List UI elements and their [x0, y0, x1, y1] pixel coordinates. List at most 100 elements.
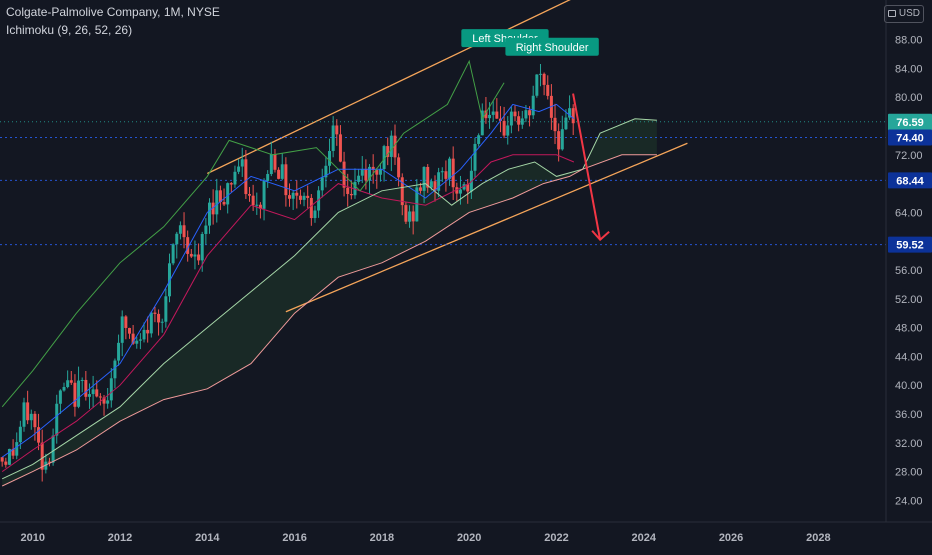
candle-body: [484, 110, 488, 119]
candle-body: [197, 254, 201, 261]
x-tick-label: 2010: [20, 532, 44, 544]
candle-body: [466, 184, 470, 192]
candle-body: [182, 225, 186, 238]
candle-body: [491, 111, 495, 115]
candle-body: [207, 202, 211, 226]
candle-body: [22, 402, 26, 427]
price-label-text: 76.59: [896, 117, 924, 129]
price-label-text: 74.40: [896, 133, 924, 145]
y-tick-label: 40.00: [895, 380, 923, 392]
candle-body: [62, 387, 66, 391]
candle-body: [488, 114, 492, 119]
candle-body: [320, 177, 324, 191]
candle-body: [251, 195, 255, 206]
candle-body: [98, 396, 102, 398]
candle-body: [458, 189, 462, 194]
candle-body: [240, 159, 244, 167]
candle-body: [349, 193, 353, 196]
candle-body: [11, 448, 15, 456]
candle-body: [106, 400, 110, 404]
x-tick-label: 2012: [108, 532, 132, 544]
chart-title[interactable]: Colgate-Palmolive Company, 1M, NYSE: [6, 5, 220, 19]
candle-body: [77, 380, 81, 407]
candle-body: [560, 129, 564, 150]
price-label-bg: [888, 236, 932, 253]
time-axis[interactable]: 2010 2012 2014 2016 2018 2020 2022 2024 2026 2028: [20, 532, 830, 544]
indicator-legend[interactable]: Ichimoku (9, 26, 52, 26): [6, 23, 133, 37]
candle-body: [211, 202, 215, 215]
candle-body: [328, 151, 332, 166]
candle-body: [15, 442, 19, 456]
y-tick-label: 44.00: [895, 351, 923, 363]
candle-body: [429, 181, 433, 188]
candle-body: [360, 169, 364, 176]
candle-body: [408, 211, 412, 222]
candle-body: [18, 426, 22, 443]
candle-body: [546, 84, 550, 96]
candle-body: [480, 110, 484, 136]
candle-body: [517, 116, 521, 125]
candle-body: [400, 177, 404, 206]
y-tick-label: 84.00: [895, 63, 923, 75]
candle-body: [437, 172, 441, 191]
series-leading-span-b: [1, 154, 657, 487]
price-axis[interactable]: 24.00 28.00 32.00 36.00 40.00 44.00 48.00 52.00…: [895, 35, 923, 508]
candle-body: [397, 157, 401, 178]
series-leading-span-a: [1, 118, 657, 480]
candle-body: [273, 154, 277, 170]
candle-body: [269, 154, 273, 175]
candle-body: [66, 380, 70, 388]
candle-body: [55, 403, 59, 436]
candle-body: [258, 204, 262, 209]
cloud-fill: [2, 118, 657, 487]
y-tick-label: 28.00: [895, 467, 923, 479]
candle-body: [473, 143, 477, 171]
candle-body: [0, 457, 4, 462]
candle-body: [127, 327, 131, 334]
candle-body: [346, 187, 350, 194]
candle-body: [528, 110, 532, 116]
candle-body: [69, 380, 73, 383]
candle-body: [193, 254, 197, 257]
candle-body: [433, 181, 437, 191]
candle-body: [509, 111, 513, 126]
candle-body: [153, 312, 157, 314]
candle-body: [531, 95, 535, 116]
annotation-bg: [505, 37, 599, 56]
candle-body: [84, 379, 88, 397]
candle-body: [138, 339, 142, 341]
candle-body: [167, 263, 171, 297]
x-tick-label: 2024: [632, 532, 657, 544]
candle-body: [73, 382, 77, 407]
candle-body: [58, 390, 62, 404]
channel-upper-line: [207, 0, 571, 175]
currency-badge[interactable]: USD: [883, 5, 924, 23]
candle-body: [477, 135, 481, 144]
candle-body: [553, 117, 557, 132]
candle-body: [149, 312, 153, 334]
candle-body: [175, 233, 179, 245]
candle-body: [571, 108, 575, 124]
candle-body: [324, 165, 328, 178]
arrow-shaft: [572, 93, 602, 240]
arrow-head: [591, 230, 610, 242]
candle-body: [124, 316, 128, 328]
candle-body: [513, 111, 517, 117]
candle-body: [244, 159, 248, 195]
candle-body: [568, 108, 572, 118]
candle-body: [226, 183, 230, 205]
price-label-text: 59.52: [896, 240, 924, 252]
candle-body: [302, 195, 306, 200]
lock-icon: [887, 9, 896, 17]
candle-body: [422, 166, 426, 191]
y-tick-label: 72.00: [895, 150, 923, 162]
candle-body: [47, 461, 51, 463]
candle-body: [520, 118, 524, 125]
candle-body: [375, 170, 379, 175]
candle-body: [131, 333, 135, 344]
candle-body: [557, 131, 561, 150]
candle-body: [288, 195, 292, 199]
candle-body: [29, 413, 33, 421]
